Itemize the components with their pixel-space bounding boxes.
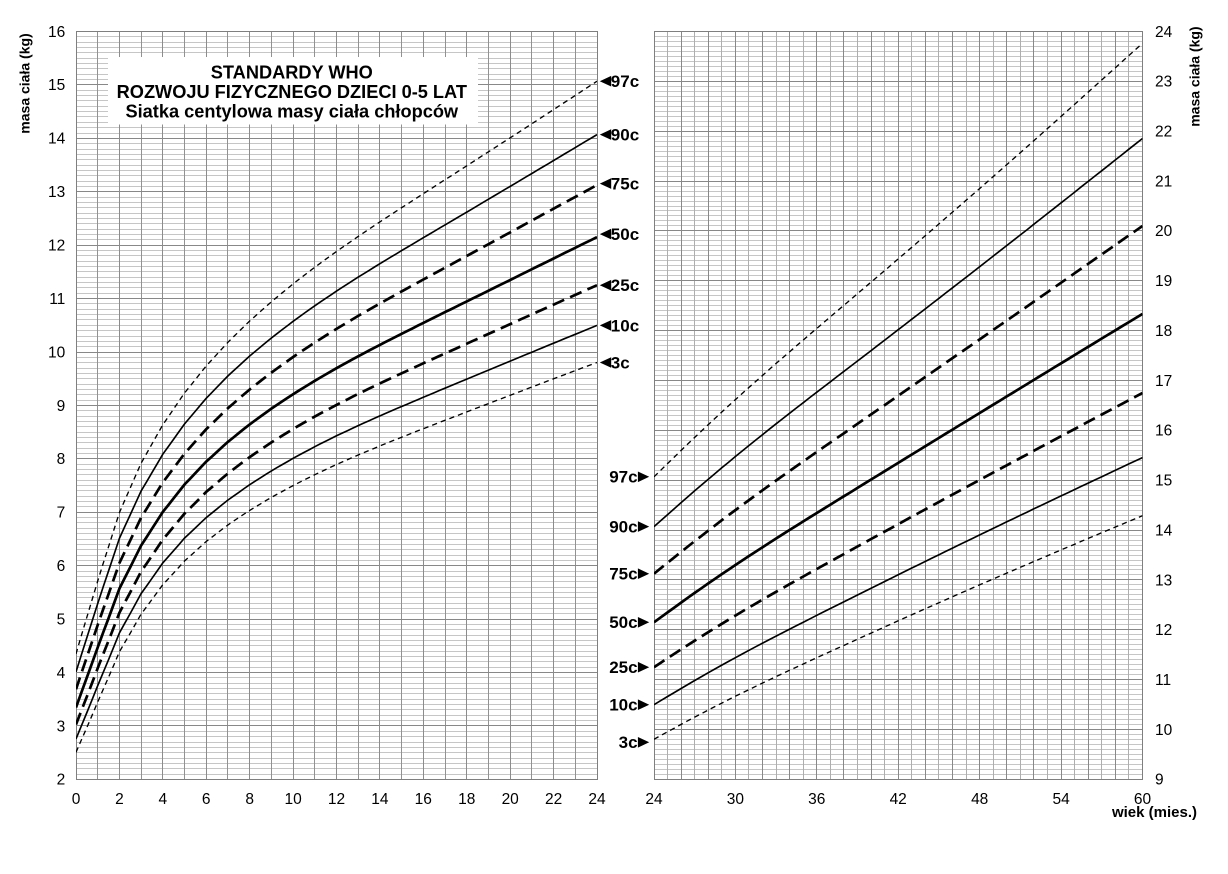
svg-text:11: 11 bbox=[1155, 672, 1171, 689]
svg-text:masa ciała (kg): masa ciała (kg) bbox=[17, 33, 33, 133]
svg-text:3c: 3c bbox=[619, 733, 638, 752]
svg-text:6: 6 bbox=[202, 791, 211, 808]
svg-text:11: 11 bbox=[49, 291, 65, 308]
svg-text:17: 17 bbox=[1155, 373, 1172, 390]
svg-text:4: 4 bbox=[57, 665, 66, 682]
svg-text:9: 9 bbox=[57, 398, 66, 415]
svg-text:14: 14 bbox=[1155, 522, 1173, 539]
svg-text:24: 24 bbox=[645, 791, 663, 808]
svg-text:7: 7 bbox=[57, 505, 66, 522]
svg-text:97c: 97c bbox=[609, 468, 637, 487]
svg-text:54: 54 bbox=[1052, 791, 1070, 808]
svg-text:6: 6 bbox=[57, 558, 66, 575]
svg-text:23: 23 bbox=[1155, 74, 1172, 91]
svg-text:ROZWOJU FIZYCZNEGO DZIECI 0-5: ROZWOJU FIZYCZNEGO DZIECI 0-5 LAT bbox=[117, 82, 467, 102]
svg-text:42: 42 bbox=[890, 791, 907, 808]
svg-text:8: 8 bbox=[57, 451, 66, 468]
svg-text:10: 10 bbox=[284, 791, 302, 808]
svg-text:10: 10 bbox=[1155, 722, 1173, 739]
svg-text:18: 18 bbox=[458, 791, 475, 808]
svg-text:21: 21 bbox=[1155, 173, 1172, 190]
svg-text:30: 30 bbox=[727, 791, 745, 808]
svg-text:24: 24 bbox=[588, 791, 606, 808]
svg-text:STANDARDY WHO: STANDARDY WHO bbox=[211, 63, 373, 83]
svg-text:75c: 75c bbox=[611, 175, 639, 194]
svg-text:2: 2 bbox=[115, 791, 124, 808]
svg-text:16: 16 bbox=[1155, 423, 1172, 440]
svg-text:22: 22 bbox=[1155, 124, 1172, 141]
svg-text:60: 60 bbox=[1134, 791, 1152, 808]
svg-text:20: 20 bbox=[502, 791, 520, 808]
svg-text:12: 12 bbox=[328, 791, 345, 808]
svg-text:25c: 25c bbox=[609, 658, 637, 677]
svg-text:10: 10 bbox=[48, 344, 66, 361]
svg-text:14: 14 bbox=[371, 791, 389, 808]
svg-text:36: 36 bbox=[808, 791, 825, 808]
svg-text:2: 2 bbox=[57, 772, 66, 789]
svg-text:16: 16 bbox=[415, 791, 432, 808]
svg-text:15: 15 bbox=[1155, 473, 1172, 490]
svg-text:15: 15 bbox=[48, 77, 65, 94]
svg-text:14: 14 bbox=[48, 131, 66, 148]
svg-text:13: 13 bbox=[48, 184, 65, 201]
svg-text:18: 18 bbox=[1155, 323, 1172, 340]
svg-text:20: 20 bbox=[1155, 223, 1173, 240]
svg-text:50c: 50c bbox=[609, 613, 637, 632]
svg-text:3c: 3c bbox=[611, 353, 630, 372]
svg-text:masa ciała (kg): masa ciała (kg) bbox=[1187, 26, 1203, 126]
svg-text:97c: 97c bbox=[611, 72, 639, 91]
svg-text:0: 0 bbox=[72, 791, 81, 808]
svg-text:90c: 90c bbox=[611, 126, 639, 145]
svg-text:Siatka centylowa masy ciała ch: Siatka centylowa masy ciała chłopców bbox=[126, 101, 459, 121]
svg-text:25c: 25c bbox=[611, 276, 639, 295]
svg-text:48: 48 bbox=[971, 791, 988, 808]
svg-text:12: 12 bbox=[48, 238, 65, 255]
svg-text:75c: 75c bbox=[609, 565, 637, 584]
svg-text:12: 12 bbox=[1155, 622, 1172, 639]
svg-text:10c: 10c bbox=[611, 316, 639, 335]
svg-text:9: 9 bbox=[1155, 772, 1164, 789]
svg-text:4: 4 bbox=[158, 791, 167, 808]
svg-text:8: 8 bbox=[245, 791, 254, 808]
svg-text:3: 3 bbox=[57, 718, 66, 735]
svg-text:10c: 10c bbox=[609, 696, 637, 715]
svg-text:5: 5 bbox=[57, 611, 66, 628]
svg-text:wiek (mies.): wiek (mies.) bbox=[1111, 804, 1197, 821]
svg-text:19: 19 bbox=[1155, 273, 1172, 290]
svg-text:22: 22 bbox=[545, 791, 562, 808]
svg-text:50c: 50c bbox=[611, 225, 639, 244]
svg-text:24: 24 bbox=[1155, 24, 1173, 41]
svg-text:16: 16 bbox=[48, 24, 65, 41]
svg-text:13: 13 bbox=[1155, 572, 1172, 589]
svg-text:90c: 90c bbox=[609, 518, 637, 537]
